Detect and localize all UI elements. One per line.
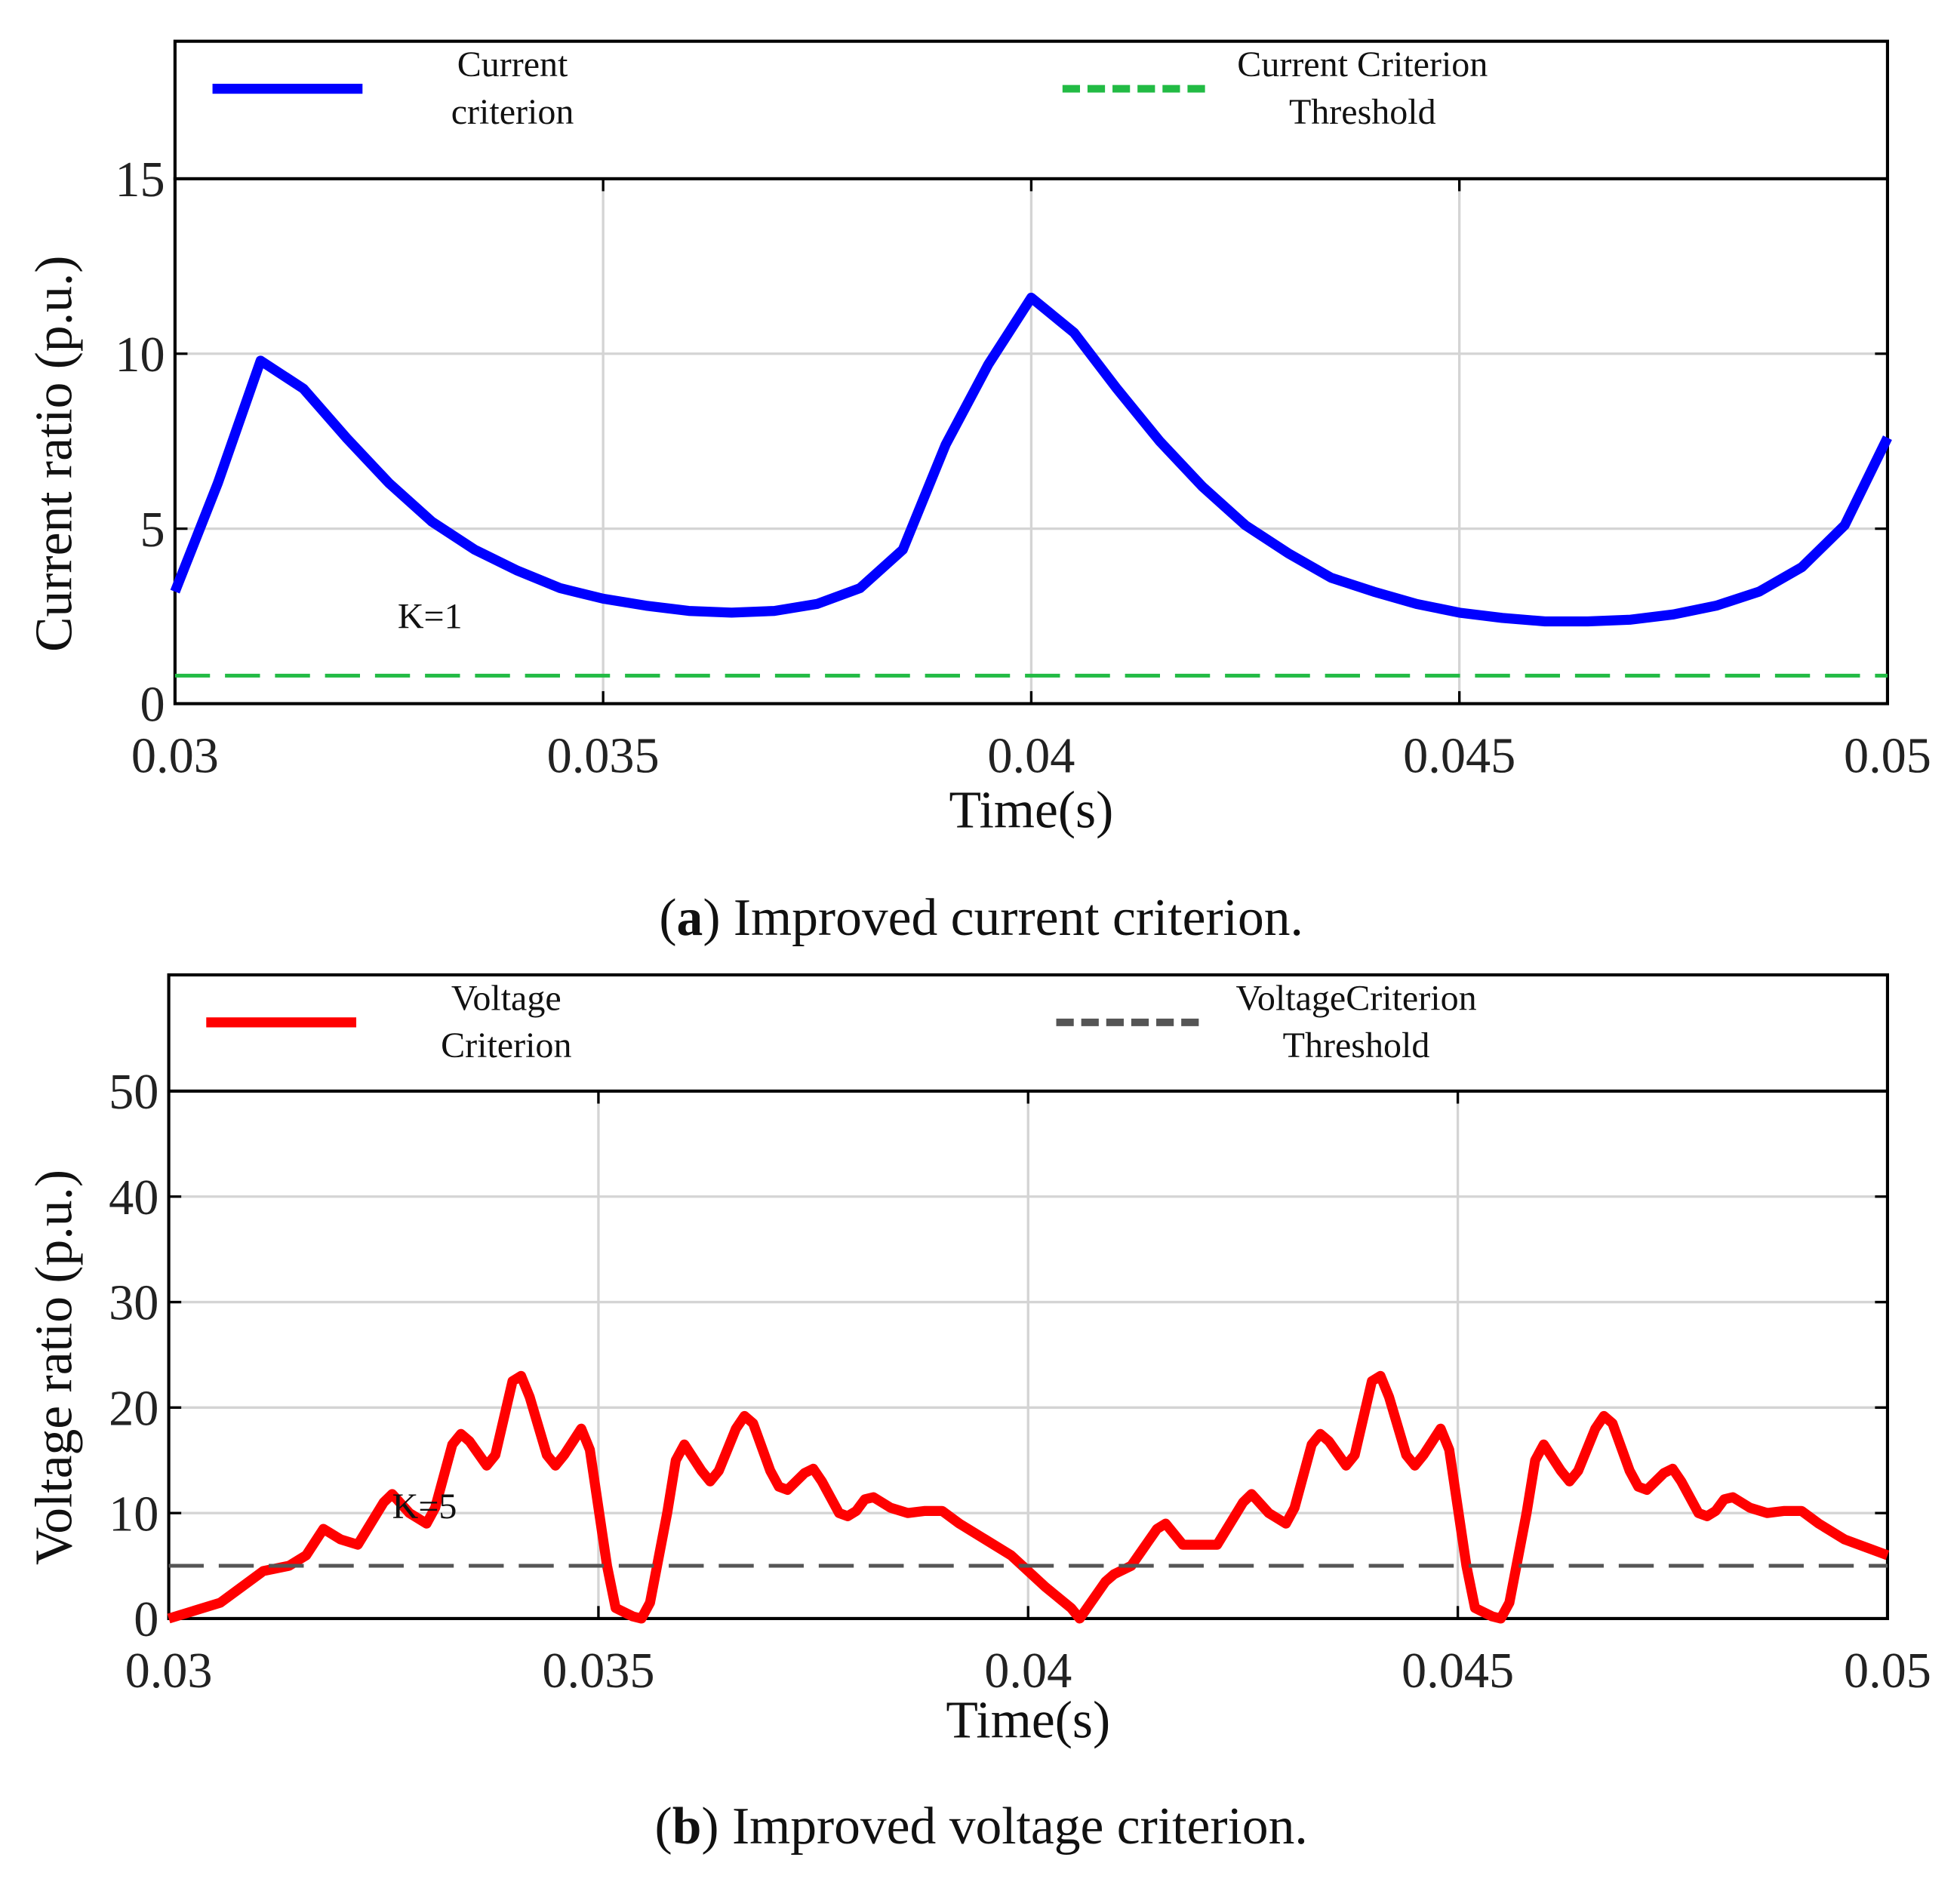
legend-label: VoltageCriterion Threshold [1235, 978, 1476, 1065]
y-tick-label: 20 [109, 1382, 158, 1437]
legend-box [173, 39, 1890, 180]
caption-part: ) Improved current criterion. [703, 889, 1303, 947]
y-tick-label: 0 [134, 1592, 158, 1647]
y-tick-label: 15 [115, 152, 165, 208]
caption-part: ) Improved voltage criterion. [701, 1797, 1307, 1856]
caption-part: b [672, 1797, 702, 1856]
x-axis-label: Time(s) [946, 1691, 1110, 1749]
annotation: K=5 [392, 1487, 457, 1527]
y-tick-label: 0 [140, 678, 165, 733]
x-tick-label: 0.05 [1844, 729, 1931, 784]
annotation: K=1 [398, 596, 463, 636]
x-axis-label: Time(s) [949, 781, 1114, 839]
legend-line: Current Criterion [1237, 45, 1488, 85]
y-tick-label: 50 [109, 1065, 158, 1120]
caption: (b) Improved voltage criterion. [655, 1797, 1308, 1856]
y-axis-label: Voltage ratio (p.u.) [25, 1170, 83, 1565]
x-tick-label: 0.035 [547, 729, 660, 784]
caption-part: ( [659, 889, 676, 947]
legend-label: Current criterion [451, 45, 574, 132]
x-tick-label: 0.045 [1403, 729, 1515, 784]
caption: (a) Improved current criterion. [659, 889, 1303, 947]
y-tick-label: 30 [109, 1276, 158, 1331]
legend-line: Threshold [1283, 1025, 1430, 1065]
y-tick-label: 40 [109, 1170, 158, 1225]
x-tick-label: 0.035 [542, 1643, 654, 1699]
caption-part: a [677, 889, 703, 947]
legend-line: Voltage [451, 978, 562, 1018]
legend-line: criterion [451, 92, 574, 132]
caption-part: ( [655, 1797, 672, 1856]
y-tick-label: 5 [140, 503, 165, 558]
legend-label: Voltage Criterion [441, 978, 571, 1065]
legend-box [167, 973, 1890, 1093]
x-tick-label: 0.045 [1402, 1643, 1514, 1699]
legend-line: Threshold [1289, 92, 1436, 132]
legend-line: VoltageCriterion [1235, 978, 1476, 1018]
legend-line: Current [457, 45, 568, 85]
data-line [170, 292, 1892, 627]
x-tick-label: 0.04 [984, 1643, 1072, 1699]
legend-label: Current Criterion Threshold [1237, 45, 1488, 132]
y-axis-label: Current ratio (p.u.) [25, 256, 83, 652]
x-tick-label: 0.05 [1844, 1643, 1931, 1699]
x-tick-label: 0.03 [131, 729, 219, 784]
y-tick-label: 10 [115, 327, 165, 383]
data-line [167, 1370, 1890, 1624]
x-tick-label: 0.04 [987, 729, 1075, 784]
x-tick-label: 0.03 [125, 1643, 213, 1699]
legend-line: Criterion [441, 1025, 571, 1065]
y-tick-label: 10 [109, 1487, 158, 1542]
